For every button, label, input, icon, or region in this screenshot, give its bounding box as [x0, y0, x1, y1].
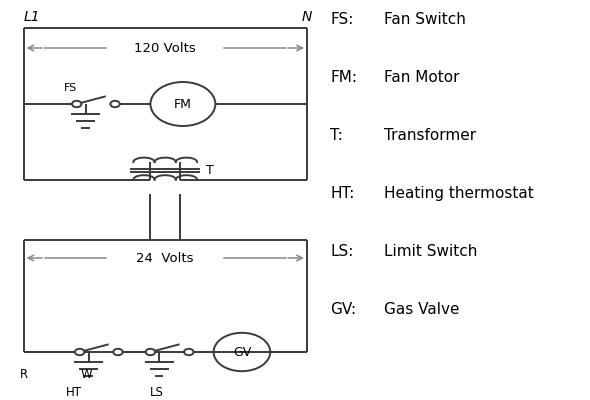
Text: Limit Switch: Limit Switch	[384, 244, 477, 259]
Text: Gas Valve: Gas Valve	[384, 302, 459, 317]
Text: N: N	[301, 10, 312, 24]
Text: Fan Switch: Fan Switch	[384, 12, 466, 27]
Text: FM:: FM:	[330, 70, 358, 85]
Circle shape	[184, 349, 194, 355]
Circle shape	[113, 349, 123, 355]
Text: FS:: FS:	[330, 12, 354, 27]
Text: LS: LS	[149, 386, 163, 399]
Text: GV:: GV:	[330, 302, 356, 317]
Text: 120 Volts: 120 Volts	[135, 42, 196, 54]
Text: Heating thermostat: Heating thermostat	[384, 186, 533, 201]
Text: FS: FS	[64, 83, 77, 93]
Text: 24  Volts: 24 Volts	[136, 252, 194, 264]
Text: GV: GV	[233, 346, 251, 358]
Text: HT: HT	[65, 386, 82, 399]
Text: T:: T:	[330, 128, 343, 143]
Text: Transformer: Transformer	[384, 128, 476, 143]
Circle shape	[75, 349, 84, 355]
Text: R: R	[19, 368, 28, 381]
Text: FM: FM	[174, 98, 192, 110]
Circle shape	[146, 349, 155, 355]
Text: W: W	[81, 368, 93, 381]
Circle shape	[110, 101, 120, 107]
Text: HT:: HT:	[330, 186, 355, 201]
Text: T: T	[206, 164, 214, 177]
Text: Fan Motor: Fan Motor	[384, 70, 459, 85]
Circle shape	[72, 101, 81, 107]
Text: L1: L1	[24, 10, 40, 24]
Text: LS:: LS:	[330, 244, 354, 259]
